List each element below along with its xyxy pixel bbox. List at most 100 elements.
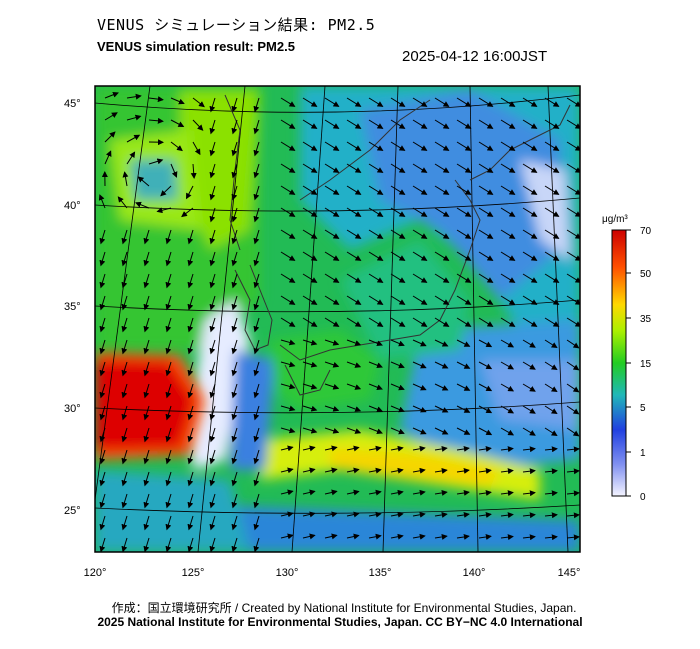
- wind-arrow: [390, 405, 405, 413]
- wind-arrow: [231, 493, 238, 509]
- wind-arrow: [170, 163, 178, 178]
- wind-arrow: [209, 317, 216, 333]
- wind-arrow: [99, 273, 106, 289]
- wind-arrow: [165, 537, 172, 552]
- wind-arrow: [143, 515, 150, 531]
- wind-arrow: [231, 185, 238, 201]
- wind-arrow: [302, 511, 316, 518]
- wind-arrow: [390, 295, 406, 305]
- wind-arrow: [121, 229, 128, 245]
- wind-arrow: [99, 427, 106, 443]
- wind-arrow: [231, 251, 238, 267]
- wind-arrow: [368, 141, 384, 151]
- wind-arrow: [390, 489, 404, 496]
- wind-arrow: [390, 185, 406, 195]
- wind-arrow: [412, 445, 426, 452]
- wind-arrow: [187, 471, 194, 487]
- wind-arrow: [302, 273, 318, 283]
- wind-arrow: [522, 317, 538, 327]
- wind-arrow: [280, 317, 296, 327]
- wind-arrow: [522, 229, 538, 239]
- wind-arrow: [143, 229, 150, 245]
- wind-arrow: [209, 515, 216, 531]
- wind-arrow: [302, 163, 318, 173]
- wind-arrow: [280, 511, 294, 518]
- colorbar-unit: μg/m³: [602, 214, 628, 225]
- wind-arrow: [390, 97, 406, 107]
- wind-arrow: [187, 295, 194, 311]
- wind-arrow: [500, 185, 516, 195]
- colorbar-scale: [611, 229, 627, 497]
- wind-arrow: [412, 339, 427, 347]
- wind-arrow: [544, 295, 560, 305]
- wind-arrow: [500, 383, 515, 392]
- wind-arrow: [434, 141, 450, 151]
- wind-arrow: [544, 405, 558, 415]
- wind-arrow: [412, 489, 426, 496]
- wind-arrow: [346, 405, 362, 412]
- wind-arrow: [324, 229, 340, 239]
- wind-arrow: [156, 207, 172, 214]
- wind-arrow: [253, 295, 260, 311]
- wind-arrow: [253, 163, 260, 179]
- wind-arrow: [478, 468, 492, 474]
- wind-arrow: [302, 533, 316, 540]
- wind-arrow: [544, 229, 560, 239]
- wind-arrow: [135, 201, 150, 209]
- wind-arrow: [324, 163, 340, 173]
- wind-arrow: [456, 229, 472, 239]
- wind-arrow: [412, 405, 427, 413]
- wind-arrow: [121, 317, 128, 333]
- wind-arrow: [434, 251, 450, 261]
- wind-arrow: [121, 515, 128, 531]
- wind-arrow: [566, 446, 580, 453]
- wind-arrow: [566, 141, 580, 151]
- wind-arrow: [522, 339, 536, 348]
- wind-arrow: [434, 273, 450, 283]
- wind-arrow: [302, 405, 318, 412]
- wind-arrow: [456, 427, 471, 435]
- wind-arrow: [324, 467, 338, 474]
- wind-arrow: [302, 185, 318, 195]
- wind-arrow: [209, 537, 216, 552]
- wind-arrow: [544, 251, 560, 261]
- latitude-labels: 45° 40° 35° 30° 25°: [64, 98, 81, 517]
- wind-arrow: [209, 427, 216, 443]
- wind-arrow: [187, 317, 194, 333]
- wind-arrow: [478, 490, 492, 496]
- wind-arrow: [253, 449, 260, 465]
- wind-arrow: [99, 493, 106, 509]
- wind-arrow: [280, 361, 296, 368]
- wind-arrow: [187, 427, 194, 443]
- wind-arrow: [143, 493, 150, 509]
- wind-arrow: [412, 533, 426, 540]
- wind-arrow: [99, 383, 106, 399]
- wind-arrow: [121, 251, 128, 267]
- wind-arrow: [302, 339, 318, 346]
- wind-arrow: [522, 141, 538, 151]
- wind-arrow: [253, 317, 260, 333]
- wind-arrow: [566, 339, 580, 349]
- wind-arrow: [566, 427, 580, 437]
- wind-arrow: [368, 339, 383, 347]
- wind-arrow: [280, 489, 294, 496]
- wind-arrow: [368, 405, 383, 413]
- wind-arrow: [390, 119, 406, 129]
- wind-arrow: [170, 119, 185, 127]
- wind-arrow: [209, 119, 216, 135]
- wind-arrow: [99, 515, 106, 531]
- wind-arrow: [368, 361, 383, 369]
- wind-arrow: [368, 185, 384, 195]
- wind-arrow: [412, 229, 428, 239]
- wind-arrow: [99, 449, 106, 465]
- wind-arrow: [500, 119, 516, 129]
- wind-arrow: [121, 273, 128, 289]
- wind-arrow: [143, 449, 150, 465]
- wind-arrow: [566, 229, 580, 239]
- wind-arrow: [368, 229, 384, 239]
- wind-arrow: [209, 295, 216, 311]
- wind-arrow: [143, 405, 150, 421]
- wind-arrow: [231, 163, 238, 179]
- wind-arrow: [346, 163, 362, 173]
- wind-arrow: [434, 445, 448, 452]
